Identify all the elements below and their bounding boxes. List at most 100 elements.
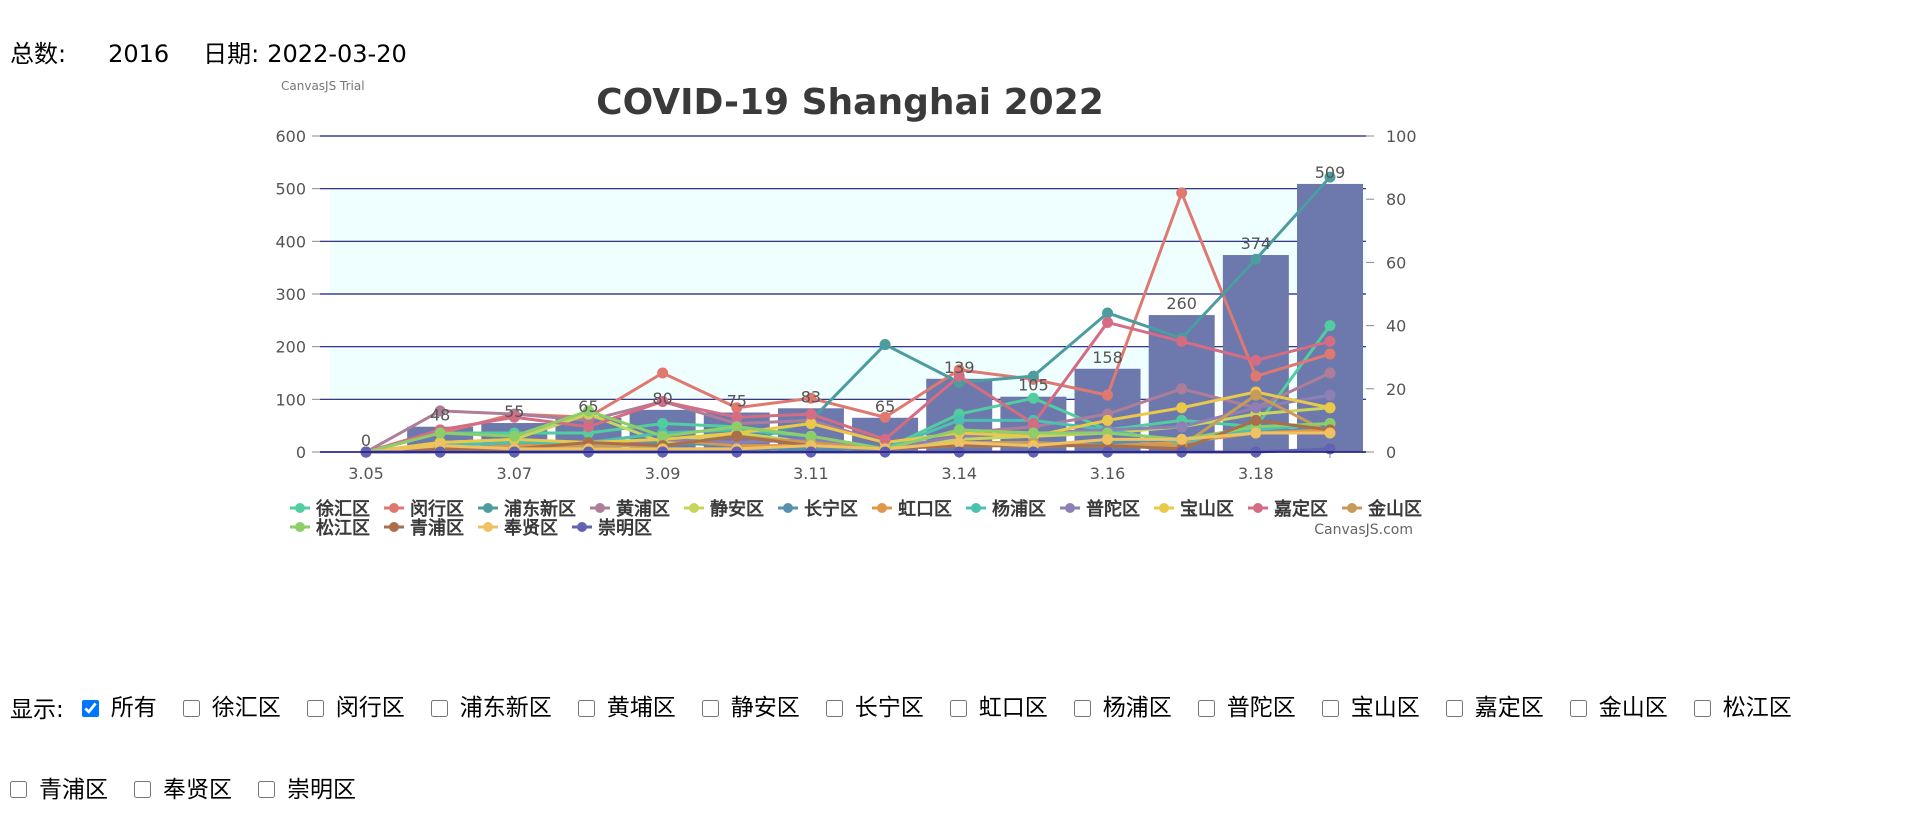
display-checkbox[interactable] [81, 699, 99, 717]
legend-marker-dot [1065, 503, 1075, 513]
series-point [805, 418, 817, 430]
series-point [731, 430, 743, 442]
legend-label: 黄浦区 [616, 498, 670, 520]
checkbox-district[interactable]: 崇明区 [258, 750, 356, 830]
checkbox-district[interactable]: 长宁区 [825, 668, 924, 748]
series-point [1027, 392, 1039, 404]
bar-data-label: 80 [652, 389, 672, 408]
checkbox-district[interactable]: 虹口区 [949, 668, 1048, 748]
legend-marker-dot [783, 503, 793, 513]
total-value: 2016 [108, 40, 170, 68]
series-point [1250, 354, 1262, 366]
y-tick-label: 400 [275, 232, 306, 251]
legend-marker-dot [295, 522, 305, 532]
display-checkbox[interactable] [1073, 699, 1091, 717]
legend-label: 普陀区 [1086, 498, 1140, 520]
bar-data-label: 374 [1241, 234, 1272, 253]
series-point [1324, 367, 1336, 379]
checkbox-label: 嘉定区 [1474, 695, 1544, 721]
series-point [508, 430, 520, 442]
bar-data-label: 158 [1092, 348, 1123, 367]
checkbox-district[interactable]: 松江区 [1693, 668, 1792, 748]
series-point [657, 395, 669, 407]
checkbox-district[interactable]: 杨浦区 [1073, 668, 1172, 748]
checkbox-district[interactable]: 黄埔区 [577, 668, 676, 748]
x-tick-label: 3.09 [645, 464, 681, 483]
bar-data-label: 83 [801, 387, 821, 406]
series-point [805, 392, 817, 404]
legend-marker-dot [1347, 503, 1357, 513]
series-point [508, 411, 520, 423]
bar-data-label: 0 [361, 431, 371, 450]
legend-marker-dot [971, 503, 981, 513]
series-point [1176, 402, 1188, 414]
display-checkbox[interactable] [577, 699, 595, 717]
display-checkbox[interactable] [258, 781, 275, 798]
y2-tick-label: 40 [1386, 317, 1406, 336]
series-point [1102, 307, 1114, 319]
series-point [953, 424, 965, 436]
date-value: 2022-03-20 [267, 40, 407, 68]
series-point [1176, 383, 1188, 395]
display-checkbox[interactable] [134, 781, 151, 798]
checkbox-district[interactable]: 浦东新区 [430, 668, 552, 748]
checkbox-label: 金山区 [1598, 695, 1668, 721]
checkbox-district[interactable]: 闵行区 [306, 668, 405, 748]
display-checkbox[interactable] [1445, 699, 1463, 717]
x-tick-label: 3.11 [793, 464, 829, 483]
display-checkbox[interactable] [949, 699, 967, 717]
total-label: 总数: [10, 40, 67, 68]
checkbox-district[interactable]: 宝山区 [1321, 668, 1420, 748]
series-point [1324, 427, 1336, 439]
series-point [1324, 348, 1336, 360]
legend-label: 奉贤区 [503, 517, 558, 539]
checkbox-label: 虹口区 [978, 695, 1048, 721]
series-point [434, 427, 446, 439]
display-checkbox[interactable] [701, 699, 719, 717]
checkbox-district[interactable]: 静安区 [701, 668, 800, 748]
series-point [1250, 370, 1262, 382]
legend-marker-dot [389, 503, 399, 513]
checkbox-label: 崇明区 [287, 776, 356, 803]
x-tick-label: 3.05 [348, 464, 384, 483]
display-checkbox[interactable] [1197, 699, 1215, 717]
series-point [582, 421, 594, 433]
series-point [1250, 389, 1262, 401]
legend-marker-dot [689, 503, 699, 513]
checkbox-district[interactable]: 普陀区 [1197, 668, 1296, 748]
series-point [582, 405, 594, 417]
series-point [657, 430, 669, 442]
legend-marker-dot [595, 503, 605, 513]
series-line [365, 320, 1331, 454]
checkbox-label: 浦东新区 [459, 695, 552, 721]
display-checkbox[interactable] [1569, 699, 1587, 717]
checkbox-district[interactable]: 金山区 [1569, 668, 1668, 748]
checkbox-district[interactable]: 奉贤区 [134, 750, 232, 830]
checkbox-district[interactable]: 徐汇区 [182, 668, 281, 748]
series-point [1324, 320, 1336, 332]
display-checkbox[interactable] [182, 699, 200, 717]
y-tick-label: 0 [296, 443, 306, 462]
y-tick-label: 500 [275, 180, 306, 199]
series-point [1250, 402, 1262, 414]
legend-marker-dot [483, 503, 493, 513]
series-point [1250, 253, 1262, 265]
x-tick-label: 3.07 [496, 464, 532, 483]
display-checkbox[interactable] [825, 699, 843, 717]
display-checkbox[interactable] [10, 781, 27, 798]
display-checkbox[interactable] [430, 699, 448, 717]
checkbox-district[interactable]: 嘉定区 [1445, 668, 1544, 748]
display-checkbox[interactable] [306, 699, 324, 717]
series-point [1102, 316, 1114, 328]
series-line [365, 431, 1330, 454]
checkbox-district[interactable]: 青浦区 [10, 750, 108, 830]
series-point [1102, 414, 1114, 426]
legend-label: 青浦区 [410, 517, 464, 539]
display-checkbox[interactable] [1321, 699, 1339, 717]
y-tick-label: 200 [275, 338, 306, 357]
legend-marker-dot [389, 522, 399, 532]
checkbox-all[interactable]: 所有 [81, 668, 157, 748]
legend-label: 浦东新区 [504, 498, 576, 520]
display-checkbox[interactable] [1693, 699, 1711, 717]
series-point [1176, 421, 1188, 433]
